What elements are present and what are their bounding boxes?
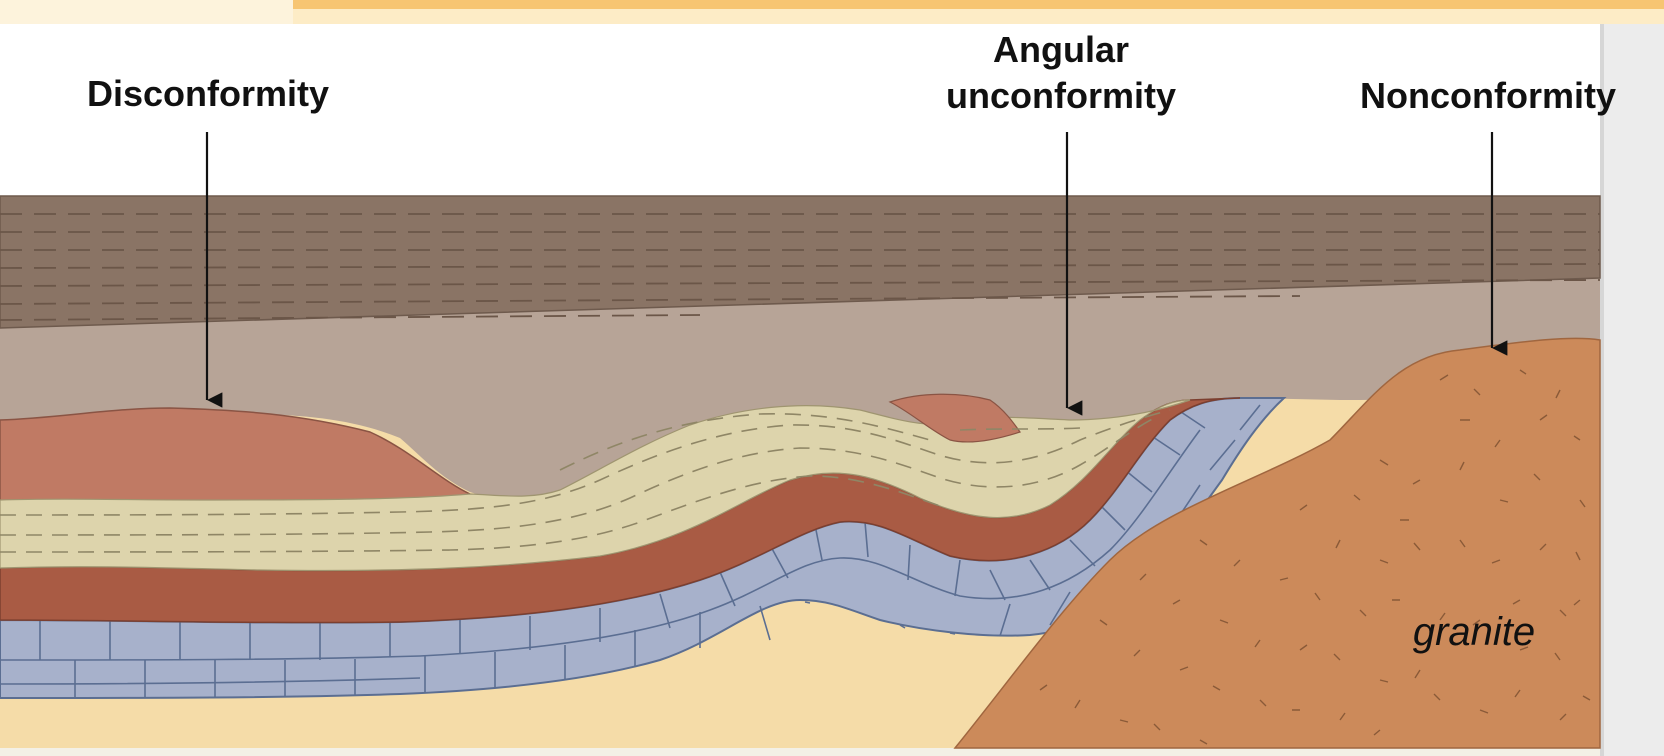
overlying-layer (0, 278, 1600, 499)
dashed-sandstone-layer (0, 399, 1191, 572)
fold-cap (888, 393, 1021, 443)
shale-dashes (0, 213, 1601, 321)
angular-label-line1: Angular (993, 29, 1129, 70)
sandstone-dashes (0, 409, 1171, 553)
page-edge-line (1600, 24, 1604, 756)
disconformity-mound (0, 407, 471, 523)
granite-texture (1039, 369, 1591, 745)
page-edge-shadow (1600, 24, 1664, 756)
disconformity-label: Disconformity (87, 73, 329, 114)
bottom-strip (0, 748, 1600, 756)
granite-label: granite (1413, 610, 1535, 654)
nonconformity-label: Nonconformity (1360, 75, 1616, 116)
granite-body (953, 337, 1601, 749)
top-band-left (0, 0, 293, 24)
angular-label-line2: unconformity (946, 75, 1176, 116)
top-band-accent (293, 0, 1664, 9)
